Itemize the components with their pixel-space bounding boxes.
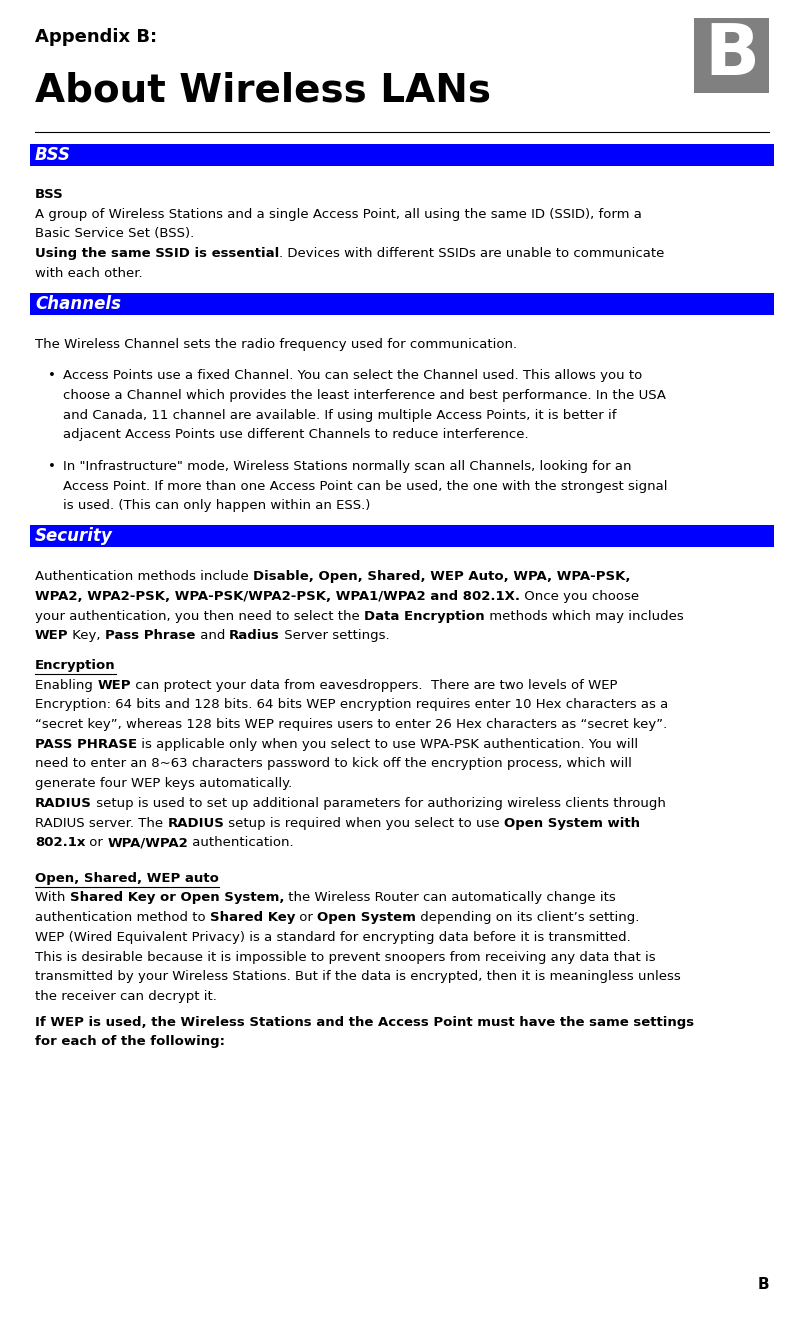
Text: or: or (85, 836, 108, 850)
Text: Once you choose: Once you choose (520, 590, 638, 603)
Text: the receiver can decrypt it.: the receiver can decrypt it. (35, 990, 217, 1003)
Text: “secret key”, whereas 128 bits WEP requires users to enter 26 Hex characters as : “secret key”, whereas 128 bits WEP requi… (35, 718, 666, 731)
Text: adjacent Access Points use different Channels to reduce interference.: adjacent Access Points use different Cha… (63, 429, 528, 441)
Text: WEP (Wired Equivalent Privacy) is a standard for encrypting data before it is tr: WEP (Wired Equivalent Privacy) is a stan… (35, 931, 630, 944)
Text: B: B (703, 21, 758, 91)
Text: Basic Service Set (BSS).: Basic Service Set (BSS). (35, 228, 194, 240)
Text: Disable, Open, Shared, WEP Auto, WPA, WPA-PSK,: Disable, Open, Shared, WEP Auto, WPA, WP… (253, 570, 630, 583)
Text: authentication.: authentication. (188, 836, 294, 850)
Text: setup is required when you select to use: setup is required when you select to use (224, 817, 503, 830)
Text: depending on its client’s setting.: depending on its client’s setting. (416, 911, 639, 924)
Text: Authentication methods include: Authentication methods include (35, 570, 253, 583)
Text: Access Points use a fixed Channel. You can select the Channel used. This allows : Access Points use a fixed Channel. You c… (63, 369, 642, 382)
Text: Data Encryption: Data Encryption (364, 610, 484, 623)
Text: In "Infrastructure" mode, Wireless Stations normally scan all Channels, looking : In "Infrastructure" mode, Wireless Stati… (63, 460, 630, 473)
Bar (30, 293, 773, 314)
Text: WPA/WPA2: WPA/WPA2 (108, 836, 188, 850)
Text: your authentication, you then need to select the: your authentication, you then need to se… (35, 610, 364, 623)
Text: RADIUS server. The: RADIUS server. The (35, 817, 167, 830)
Text: need to enter an 8~63 characters password to kick off the encryption process, wh: need to enter an 8~63 characters passwor… (35, 758, 631, 770)
Text: Key,: Key, (68, 630, 105, 642)
Text: Open System: Open System (317, 911, 416, 924)
Text: BSS: BSS (35, 188, 63, 201)
Text: The Wireless Channel sets the radio frequency used for communication.: The Wireless Channel sets the radio freq… (35, 338, 516, 350)
Text: Enabling: Enabling (35, 679, 97, 691)
Bar (693, 19, 768, 93)
Text: or: or (295, 911, 317, 924)
Text: Encryption: Encryption (35, 659, 116, 671)
Text: can protect your data from eavesdroppers.  There are two levels of WEP: can protect your data from eavesdroppers… (130, 679, 617, 691)
Text: Server settings.: Server settings. (279, 630, 389, 642)
Text: the Wireless Router can automatically change its: the Wireless Router can automatically ch… (283, 891, 615, 904)
Text: for each of the following:: for each of the following: (35, 1035, 225, 1048)
Text: BSS: BSS (35, 147, 71, 164)
Text: Shared Key: Shared Key (210, 911, 295, 924)
Text: WEP: WEP (97, 679, 130, 691)
Text: RADIUS: RADIUS (167, 817, 224, 830)
Text: Radius: Radius (229, 630, 279, 642)
Text: •: • (48, 460, 55, 473)
Text: Encryption: 64 bits and 128 bits. 64 bits WEP encryption requires enter 10 Hex c: Encryption: 64 bits and 128 bits. 64 bit… (35, 698, 667, 711)
Text: Appendix B:: Appendix B: (35, 28, 157, 47)
Text: RADIUS: RADIUS (35, 797, 92, 810)
Text: choose a Channel which provides the least interference and best performance. In : choose a Channel which provides the leas… (63, 389, 665, 402)
Text: A group of Wireless Stations and a single Access Point, all using the same ID (S: A group of Wireless Stations and a singl… (35, 208, 641, 221)
Text: setup is used to set up additional parameters for authorizing wireless clients t: setup is used to set up additional param… (92, 797, 665, 810)
Text: . Devices with different SSIDs are unable to communicate: . Devices with different SSIDs are unabl… (279, 248, 664, 260)
Text: Shared Key or Open System,: Shared Key or Open System, (70, 891, 283, 904)
Bar (30, 525, 773, 547)
Text: B: B (756, 1277, 768, 1292)
Text: Open, Shared, WEP auto: Open, Shared, WEP auto (35, 871, 218, 884)
Text: WEP: WEP (35, 630, 68, 642)
Text: is used. (This can only happen within an ESS.): is used. (This can only happen within an… (63, 500, 370, 513)
Text: PASS PHRASE: PASS PHRASE (35, 738, 137, 751)
Bar (30, 144, 773, 166)
Text: methods which may includes: methods which may includes (484, 610, 683, 623)
Text: and: and (195, 630, 229, 642)
Text: Access Point. If more than one Access Point can be used, the one with the strong: Access Point. If more than one Access Po… (63, 480, 666, 493)
Text: About Wireless LANs: About Wireless LANs (35, 72, 491, 111)
Text: generate four WEP keys automatically.: generate four WEP keys automatically. (35, 777, 291, 790)
Text: With: With (35, 891, 70, 904)
Text: 802.1x: 802.1x (35, 836, 85, 850)
Text: authentication method to: authentication method to (35, 911, 210, 924)
Text: with each other.: with each other. (35, 266, 142, 280)
Text: WPA2, WPA2-PSK, WPA-PSK/WPA2-PSK, WPA1/WPA2 and 802.1X.: WPA2, WPA2-PSK, WPA-PSK/WPA2-PSK, WPA1/W… (35, 590, 520, 603)
Text: and Canada, 11 channel are available. If using multiple Access Points, it is bet: and Canada, 11 channel are available. If… (63, 409, 616, 422)
Text: •: • (48, 369, 55, 382)
Text: Pass Phrase: Pass Phrase (105, 630, 195, 642)
Text: Open System with: Open System with (503, 817, 639, 830)
Text: If WEP is used, the Wireless Stations and the Access Point must have the same se: If WEP is used, the Wireless Stations an… (35, 1015, 693, 1028)
Text: Security: Security (35, 527, 112, 545)
Text: Channels: Channels (35, 294, 120, 313)
Text: is applicable only when you select to use WPA-PSK authentication. You will: is applicable only when you select to us… (137, 738, 638, 751)
Text: transmitted by your Wireless Stations. But if the data is encrypted, then it is : transmitted by your Wireless Stations. B… (35, 970, 680, 983)
Text: This is desirable because it is impossible to prevent snoopers from receiving an: This is desirable because it is impossib… (35, 951, 654, 963)
Text: Using the same SSID is essential: Using the same SSID is essential (35, 248, 279, 260)
